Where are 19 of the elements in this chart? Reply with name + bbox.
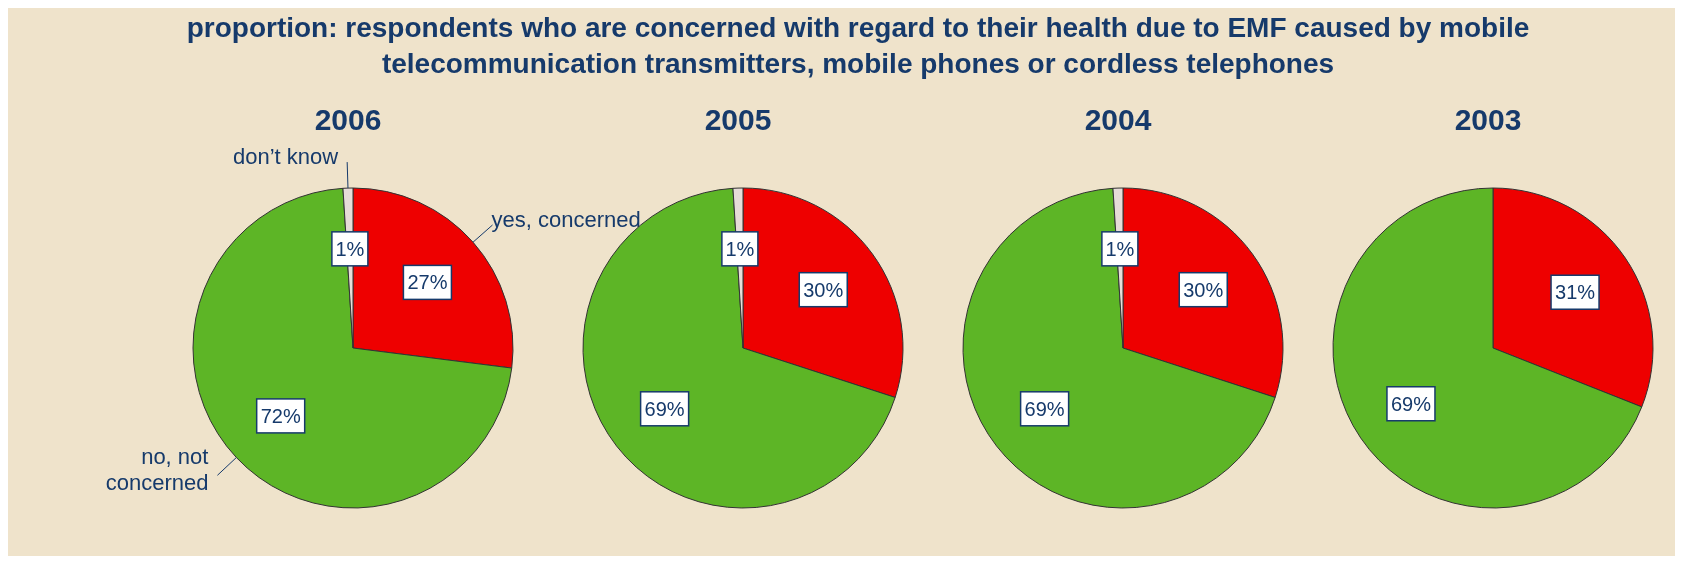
data-label: 72%: [260, 404, 301, 427]
data-label: 69%: [644, 397, 685, 420]
data-label: 31%: [1555, 281, 1596, 304]
slice-label: yes, concerned: [491, 206, 642, 233]
chart-title: 2005: [703, 103, 773, 137]
slice-label: don’t know: [232, 144, 339, 171]
slice-label: no, not concerned: [104, 444, 209, 497]
data-label: 27%: [407, 271, 448, 294]
chart-title: 2006: [313, 103, 383, 137]
text: proportion: respondents who are concerned with regard to their health due to EMF caused by mobile telecommunication transmitters, mobile phones or cordless telephones: [185, 11, 1531, 81]
data-label: 1%: [725, 237, 755, 260]
data-label: 69%: [1390, 392, 1432, 415]
data-label: 1%: [335, 237, 365, 260]
data-label: 69%: [1024, 397, 1065, 420]
data-label: 30%: [1183, 278, 1224, 301]
data-label: 30%: [803, 278, 844, 301]
chart-title: 2004: [1083, 103, 1153, 137]
data-label: 1%: [1105, 237, 1135, 260]
chart-title: 2003: [1453, 103, 1523, 137]
